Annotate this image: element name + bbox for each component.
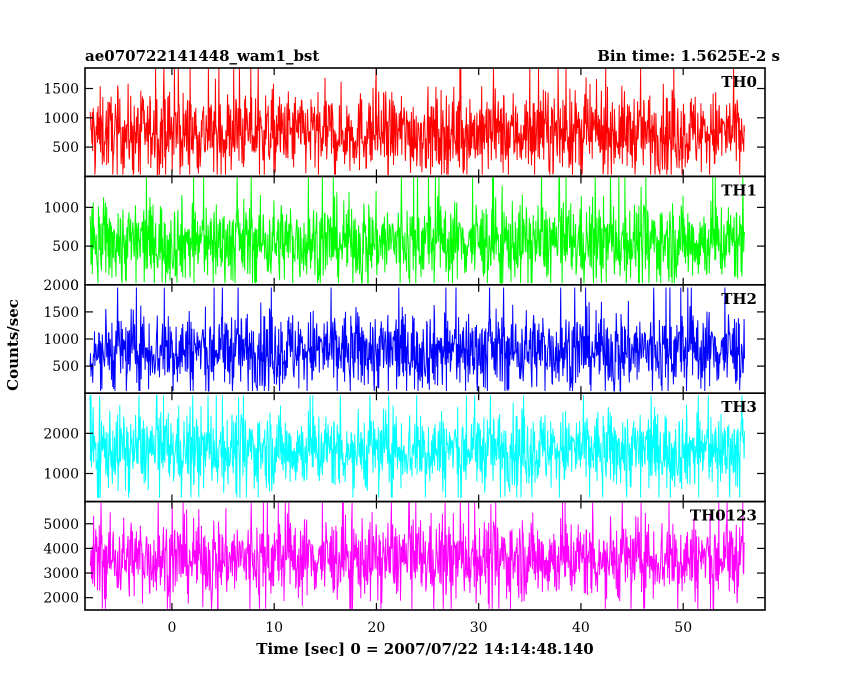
series-th3 <box>89 394 745 499</box>
y-tick-label: 0 <box>70 278 79 294</box>
series-th0 <box>89 68 745 176</box>
series-th2 <box>89 287 745 392</box>
x-axis-label: Time [sec] 0 = 2007/07/22 14:14:48.140 <box>256 640 593 658</box>
y-tick-label: 1000 <box>43 111 79 127</box>
y-tick-label: 1500 <box>43 82 79 98</box>
y-axis-label: Counts/sec <box>4 299 22 391</box>
chart-title: ae070722141448_wam1_bst <box>85 47 319 65</box>
x-tick-label: 10 <box>265 620 283 636</box>
panel-frame <box>84 500 766 611</box>
panel-name-label: TH2 <box>721 290 757 308</box>
y-tick-label: 2000 <box>43 278 79 294</box>
y-tick-label: 1000 <box>43 200 79 216</box>
x-tick-label: 50 <box>674 620 692 636</box>
y-tick-label: 3000 <box>43 566 79 582</box>
y-tick-label: 5000 <box>43 517 79 533</box>
y-tick-label: 2000 <box>43 426 79 442</box>
panel-name-label: TH3 <box>721 398 757 416</box>
x-tick-label: 0 <box>167 620 176 636</box>
panel-th3: 1000 2000 TH3 <box>43 392 766 503</box>
x-tick-label: 30 <box>470 620 488 636</box>
panel-name-label: TH0 <box>721 73 757 91</box>
series-th1 <box>89 176 745 284</box>
panel-name-label: TH1 <box>721 181 757 199</box>
y-tick-label: 1000 <box>43 332 79 348</box>
panel-th2: 500 1000 1500 2000 TH2 <box>43 278 766 394</box>
y-tick-label: 2000 <box>43 591 79 607</box>
x-tick-label: 20 <box>368 620 386 636</box>
y-tick-label: 500 <box>52 140 79 156</box>
x-tick-label: 40 <box>572 620 590 636</box>
panel-th0: 500 1000 1500 TH0 <box>43 67 766 178</box>
y-tick-label: 4000 <box>43 541 79 557</box>
series-th0123 <box>89 502 745 610</box>
panel-name-label: TH0123 <box>690 507 757 525</box>
panel-th0123: 2000 3000 4000 5000 TH0123 <box>43 500 766 611</box>
y-tick-label: 1000 <box>43 466 79 482</box>
y-tick-label: 1500 <box>43 305 79 321</box>
panel-th1: 0 500 1000 TH1 <box>43 175 766 294</box>
y-tick-label: 500 <box>52 359 79 375</box>
bin-time-label: Bin time: 1.5625E-2 s <box>597 47 780 65</box>
y-tick-label: 500 <box>52 239 79 255</box>
